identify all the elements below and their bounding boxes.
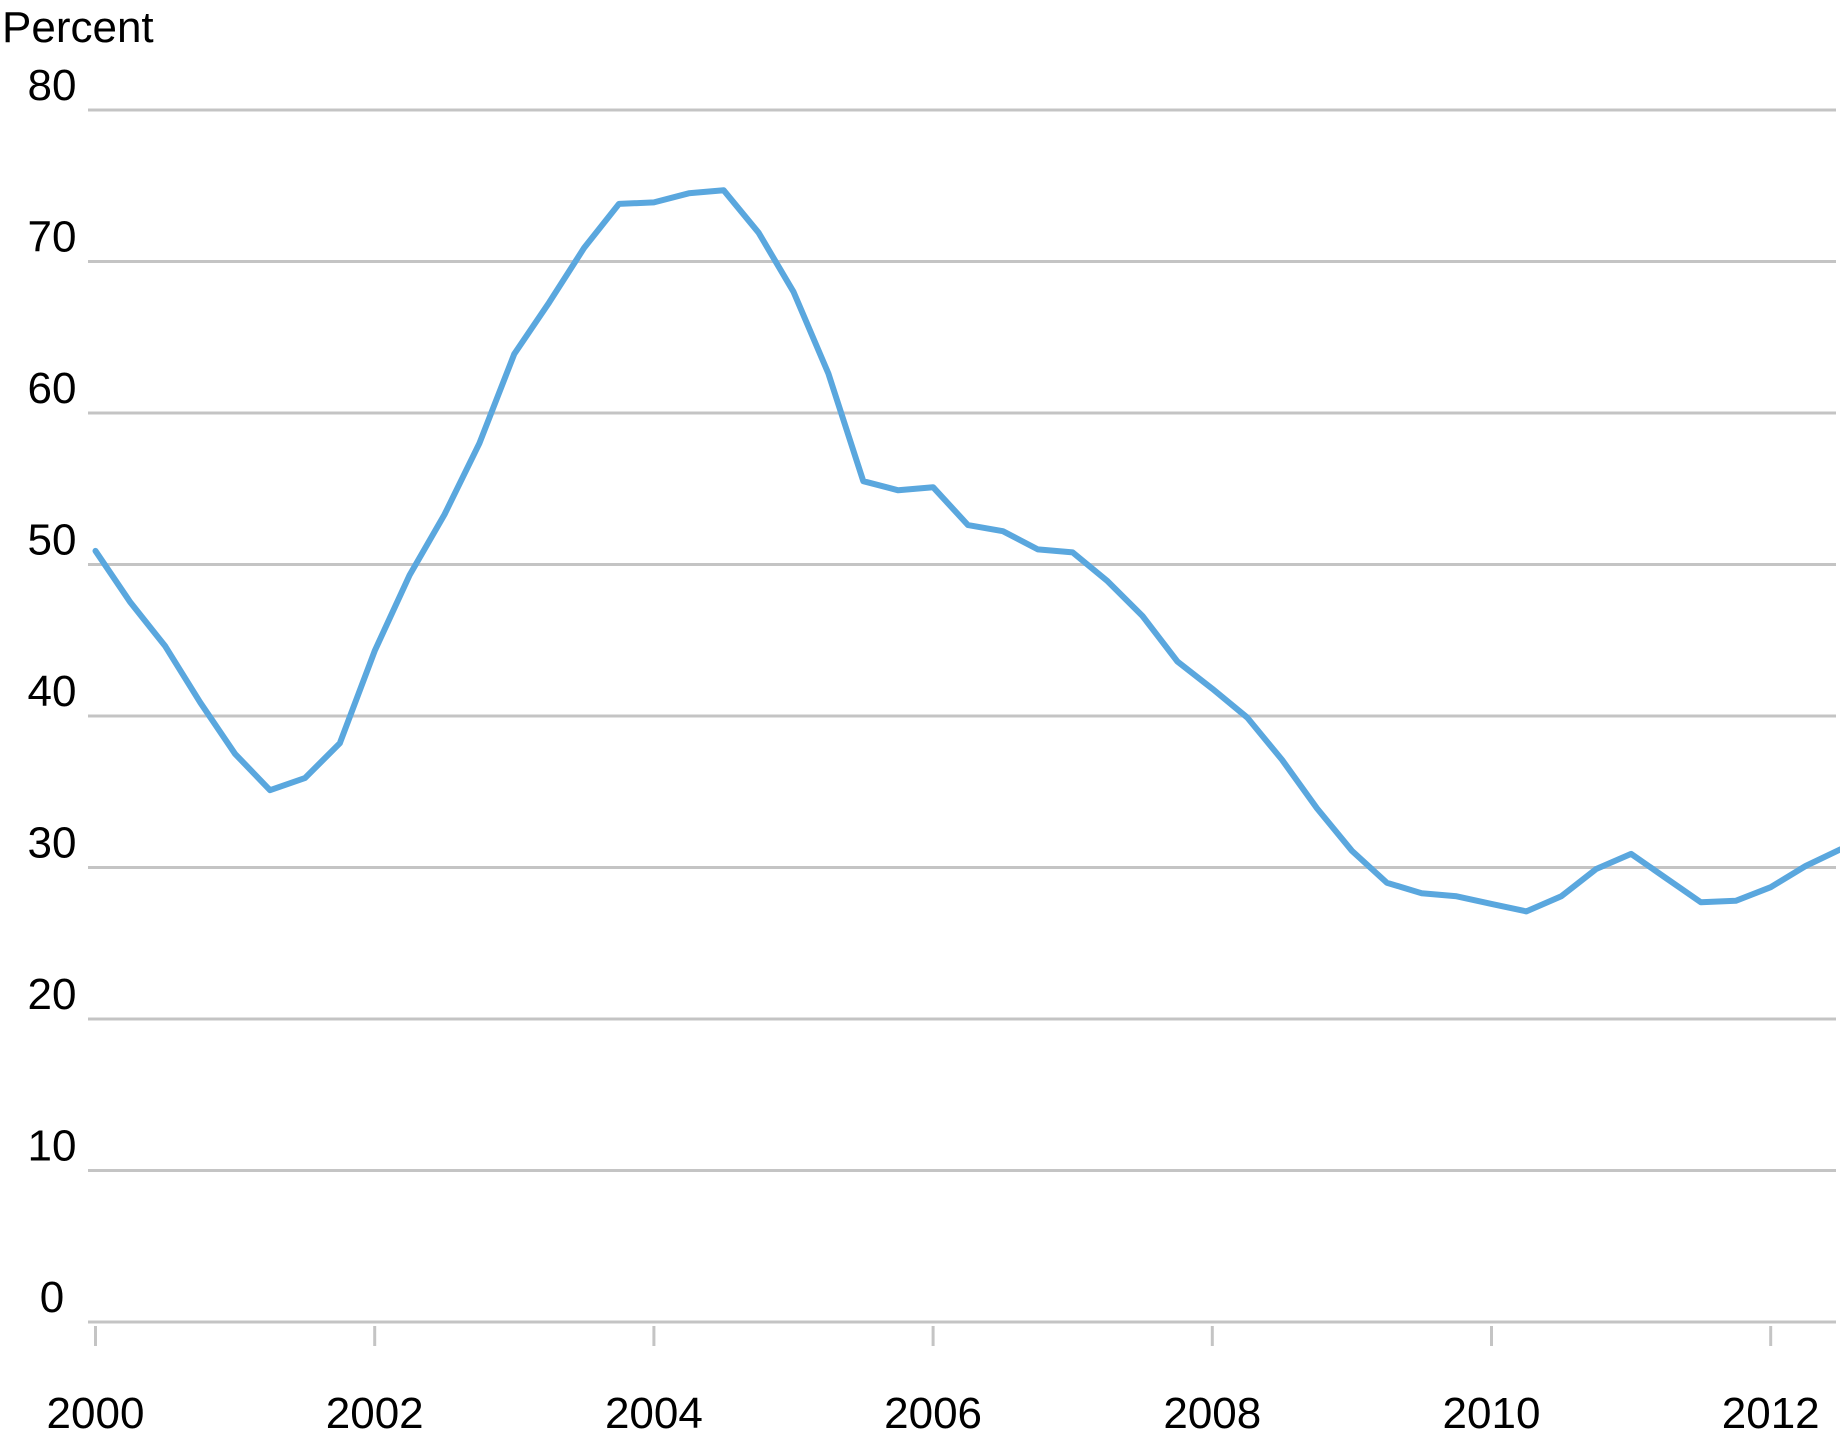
x-tick-label: 2008: [1163, 1389, 1261, 1434]
y-tick-label: 40: [28, 667, 77, 716]
x-tick-label: 2006: [884, 1389, 982, 1434]
y-tick-label: 50: [28, 516, 77, 565]
y-tick-label: 80: [28, 61, 77, 110]
x-tick-label: 2002: [326, 1389, 424, 1434]
y-tick-label: 70: [28, 213, 77, 262]
series-line-0: [92, 187, 1840, 915]
y-tick-label: 10: [28, 1122, 77, 1171]
y-axis-tick-labels: 0 10 20 30 40 50 60 70 80: [28, 61, 77, 1322]
x-tick-label: 2012: [1722, 1389, 1820, 1434]
y-axis-unit-label: Percent: [2, 3, 154, 52]
x-tick-label: 2010: [1443, 1389, 1541, 1434]
y-tick-label: 0: [40, 1273, 64, 1322]
y-tick-label: 20: [28, 970, 77, 1019]
x-axis: 2000200220042006200820102012201420162018…: [47, 1326, 1820, 1434]
x-tick-label: 2004: [605, 1389, 703, 1434]
y-tick-label: 30: [28, 819, 77, 868]
gridlines: [88, 108, 1836, 1324]
x-tick-label: 2000: [47, 1389, 145, 1434]
series-group: [92, 187, 1840, 915]
y-tick-label: 60: [28, 364, 77, 413]
